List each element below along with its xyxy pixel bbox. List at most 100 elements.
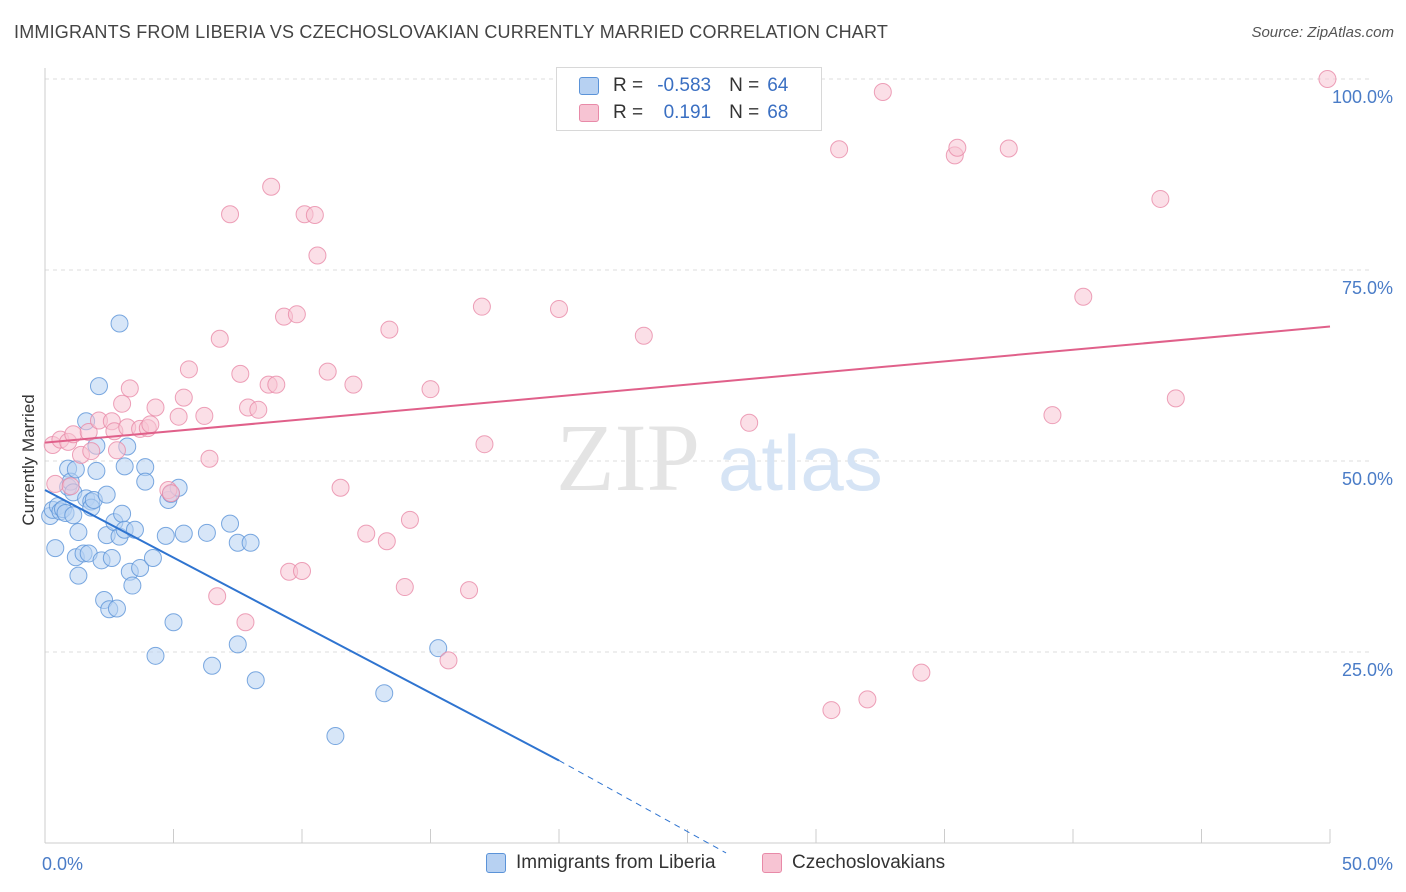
point-liberia [107, 599, 126, 618]
source-credit: Source: ZipAtlas.com [1251, 24, 1394, 41]
point-czech [179, 360, 198, 379]
x-tick-label: 0.0% [42, 854, 83, 874]
point-liberia [123, 576, 142, 595]
point-czech [472, 297, 491, 316]
point-czech [231, 364, 250, 383]
trend-line-czech [44, 325, 1331, 444]
point-liberia [375, 684, 394, 703]
point-czech [107, 441, 126, 460]
series-legend-liberia: Immigrants from Liberia [486, 852, 716, 874]
point-czech [210, 329, 229, 348]
point-czech [308, 246, 327, 265]
point-czech [141, 415, 160, 434]
point-czech [400, 510, 419, 529]
point-liberia [221, 514, 240, 533]
point-liberia [203, 656, 222, 675]
watermark: ZIP atlas [556, 404, 883, 511]
point-czech [305, 205, 324, 224]
y-tick-label: 50.0% [1342, 469, 1393, 489]
legend-row-liberia: R = -0.583 N = 64 [579, 73, 788, 99]
x-tick-label: 50.0% [1342, 854, 1393, 874]
legend-r-label: R = [613, 102, 644, 123]
point-czech [873, 82, 892, 101]
point-liberia [146, 646, 165, 665]
watermark-atlas: atlas [718, 419, 883, 507]
point-czech [161, 484, 180, 503]
point-liberia [131, 558, 150, 577]
point-czech [1043, 406, 1062, 425]
series-legend-czech: Czechoslovakians [762, 852, 945, 874]
point-liberia [156, 526, 175, 545]
point-czech [395, 578, 414, 597]
y-tick-label: 100.0% [1332, 87, 1393, 107]
point-liberia [164, 613, 183, 632]
point-czech [221, 205, 240, 224]
point-czech [287, 305, 306, 324]
trend-line-liberia [44, 489, 560, 762]
point-czech [1318, 70, 1337, 88]
point-czech [948, 138, 967, 157]
y-tick-label: 25.0% [1342, 660, 1393, 680]
legend-swatch-pink [579, 104, 599, 122]
point-czech [318, 362, 337, 381]
point-czech [331, 478, 350, 497]
point-czech [146, 398, 165, 417]
point-liberia [246, 671, 265, 690]
point-czech [200, 449, 219, 468]
point-liberia [241, 533, 260, 552]
point-czech [740, 413, 759, 432]
point-czech [380, 320, 399, 339]
point-liberia [113, 504, 132, 523]
point-czech [262, 177, 281, 196]
point-czech [61, 477, 80, 496]
point-czech [830, 140, 849, 159]
data-points [41, 70, 1337, 746]
point-czech [174, 388, 193, 407]
series-swatch-pink [762, 853, 782, 873]
point-liberia [69, 523, 88, 542]
point-czech [999, 139, 1018, 158]
axes [44, 68, 1331, 844]
point-liberia [46, 539, 65, 558]
series-legend: Immigrants from Liberia Czechoslovakians [0, 852, 1406, 878]
watermark-zip: ZIP [556, 404, 700, 511]
legend-row-czech: R = 0.191 N = 68 [579, 100, 788, 126]
point-liberia [87, 461, 106, 480]
point-czech [1151, 189, 1170, 208]
legend-n-label: N = [729, 102, 760, 123]
point-liberia [102, 549, 121, 568]
point-czech [822, 701, 841, 720]
y-axis-label: Currently Married [19, 394, 38, 525]
legend-r-value: 0.191 [663, 102, 712, 123]
point-liberia [64, 506, 83, 525]
legend-n-label: N = [729, 75, 760, 96]
point-czech [82, 442, 101, 461]
point-czech [195, 406, 214, 425]
point-liberia [89, 377, 108, 396]
tick-labels: 25.0% 50.0% 75.0% 100.0% 0.0% 50.0% [42, 87, 1393, 874]
point-czech [169, 407, 188, 426]
point-czech [858, 690, 877, 709]
point-czech [1074, 287, 1093, 306]
point-czech [46, 474, 65, 493]
legend-swatch-blue [579, 77, 599, 95]
point-czech [912, 663, 931, 682]
point-czech [439, 651, 458, 670]
trend-lines [44, 325, 1331, 854]
point-czech [236, 613, 255, 632]
point-czech [249, 400, 268, 419]
point-liberia [110, 314, 129, 333]
legend-r-label: R = [613, 75, 644, 96]
point-liberia [125, 520, 144, 539]
point-czech [113, 394, 132, 413]
point-liberia [143, 549, 162, 568]
correlation-legend: R = -0.583 N = 64 R = 0.191 N = 68 [556, 67, 822, 131]
point-czech [344, 375, 363, 394]
point-liberia [69, 566, 88, 585]
legend-n-value: 68 [767, 102, 789, 123]
legend-n-value: 64 [767, 75, 789, 96]
point-czech [79, 422, 98, 441]
point-liberia [136, 472, 155, 491]
point-czech [120, 379, 139, 398]
